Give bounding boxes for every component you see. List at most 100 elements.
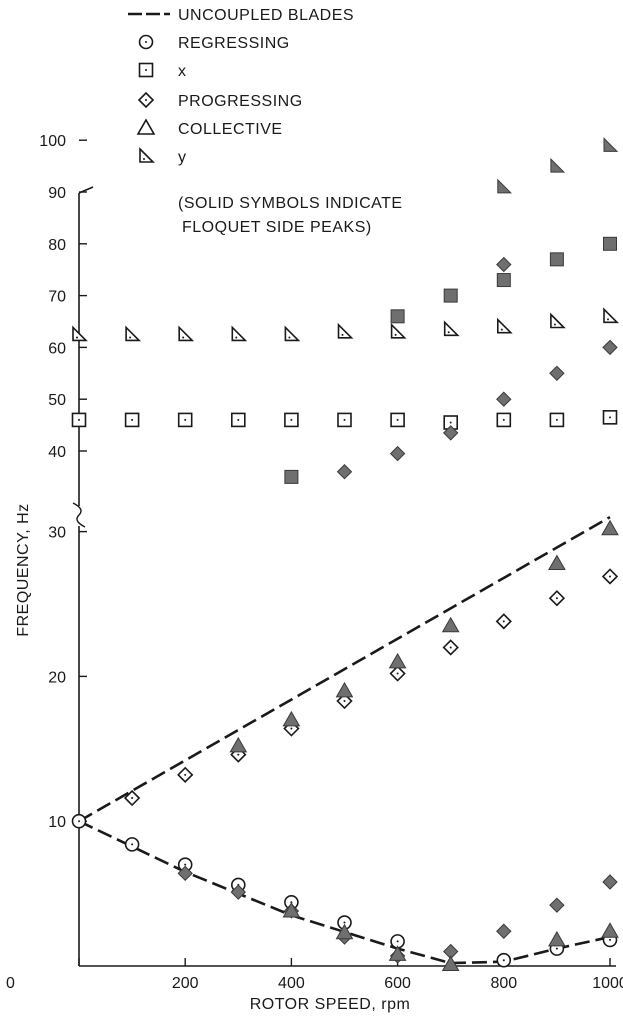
point-triangle-solid-500-2 (335, 681, 354, 698)
legend-note-line-0: (SOLID SYMBOLS INDICATE (178, 195, 403, 212)
x-tick-label-0: 0 (6, 975, 15, 992)
point-square-open-100-1-dot (131, 418, 134, 421)
point-circle-open-200-2-dot (184, 863, 187, 866)
point-square-solid-700-2 (443, 288, 458, 303)
point-right-triangle-open-1000-10 (603, 307, 619, 324)
legend-note: (SOLID SYMBOLS INDICATE FLOQUET SIDE PEAK… (178, 195, 403, 236)
point-triangle-solid-900-5 (548, 554, 566, 570)
y-tick-label-20: 20 (48, 669, 66, 686)
point-square-open-700-7-dot (449, 421, 452, 424)
point-circle-open-900-8-dot (555, 947, 558, 950)
legend-label-0: UNCOUPLED BLADES (178, 7, 354, 24)
point-diamond-open-200-1-dot (184, 773, 187, 776)
legend-note-line-1: FLOQUET SIDE PEAKS) (182, 219, 372, 236)
legend-label-4: COLLECTIVE (178, 121, 283, 138)
point-square-open-1000-10-dot (609, 416, 611, 419)
axes (72, 139, 616, 967)
y-tick-label-40: 40 (48, 444, 66, 461)
y-tick-label-50: 50 (48, 392, 66, 409)
point-right-triangle-open-800-8 (496, 317, 513, 334)
point-diamond-solid-200-0 (177, 865, 193, 882)
point-triangle-solid-400-1 (282, 710, 301, 727)
point-diamond-solid-800-13 (496, 256, 512, 273)
point-square-open-900-9-dot (555, 418, 558, 421)
point-right-triangle-open-600-6-dot (394, 333, 397, 336)
point-diamond-open-800-7-dot (502, 620, 505, 623)
point-diamond-open-300-2-dot (237, 753, 240, 756)
point-triangle-solid-700-4 (441, 616, 460, 633)
point-diamond-solid-500-9 (336, 464, 353, 480)
point-diamond-solid-1000-15 (602, 339, 618, 356)
point-triangle-solid-900-11 (548, 930, 566, 947)
point-right-triangle-open-400-4 (284, 325, 301, 342)
point-diamond-solid-1000-8 (602, 874, 618, 890)
point-diamond-open-1000-9-dot (609, 575, 611, 578)
legend-symbol-diamond-dot (145, 99, 147, 101)
point-square-solid-1000-5 (603, 236, 617, 251)
point-square-open-0-0-dot (78, 418, 80, 421)
point-square-open-800-8-dot (502, 418, 505, 421)
point-circle-open-600-6-dot (396, 940, 399, 943)
point-diamond-solid-600-10 (389, 445, 406, 462)
legend-label-2: x (178, 63, 187, 80)
point-right-triangle-open-200-2-dot (182, 336, 185, 339)
point-diamond-open-500-4-dot (343, 700, 346, 703)
uncoupled-blades-lines (78, 515, 611, 965)
point-triangle-solid-700-10 (441, 955, 460, 972)
point-diamond-solid-900-7 (549, 897, 565, 913)
point-square-solid-900-4 (549, 252, 564, 267)
point-diamond-solid-900-14 (549, 365, 565, 382)
data-points (71, 137, 619, 972)
point-triangle-solid-1000-12 (601, 922, 619, 938)
point-diamond-solid-800-12 (496, 391, 512, 407)
x-tick-label-1000: 1000 (592, 975, 623, 992)
point-diamond-open-900-8-dot (555, 597, 558, 600)
point-triangle-solid-300-0 (229, 736, 248, 753)
point-square-open-300-3-dot (237, 418, 240, 421)
point-triangle-solid-600-3 (388, 652, 407, 669)
point-right-triangle-open-700-7-dot (447, 331, 450, 334)
point-right-triangle-solid-800-0 (497, 178, 513, 194)
point-right-triangle-open-100-1-dot (129, 336, 132, 339)
legend-symbol-triangle (136, 118, 156, 135)
point-right-triangle-open-800-8-dot (500, 328, 503, 331)
uncoupled-blades-line-upper (78, 515, 611, 823)
y-tick-label-30: 30 (48, 525, 66, 542)
point-right-triangle-open-600-6 (390, 322, 407, 339)
y-tick-label-90: 90 (48, 185, 66, 202)
y-tick-label-70: 70 (48, 289, 66, 306)
point-right-triangle-open-200-2 (178, 325, 195, 342)
y-tick-label-10: 10 (48, 814, 66, 831)
point-square-solid-800-3 (496, 273, 511, 288)
point-right-triangle-open-0-0-dot (76, 336, 78, 339)
x-tick-label-800: 800 (490, 975, 517, 992)
point-diamond-open-100-0-dot (131, 797, 134, 800)
point-square-open-500-5-dot (343, 418, 346, 421)
point-triangle-solid-600-9 (388, 945, 407, 961)
x-axis-label: ROTOR SPEED, rpm (250, 996, 411, 1013)
point-triangle-solid-400-7 (282, 901, 301, 918)
point-right-triangle-open-900-9 (550, 312, 566, 329)
legend-symbol-right-triangle-dot (143, 158, 145, 160)
point-circle-open-800-7-dot (502, 959, 505, 962)
x-tick-label-400: 400 (278, 975, 305, 992)
y-axis-label: FREQUENCY, Hz (15, 503, 32, 636)
x-tick-label-200: 200 (172, 975, 199, 992)
point-right-triangle-open-700-7 (443, 320, 460, 337)
y-tick-label-80: 80 (48, 237, 66, 254)
legend-symbol-right-triangle (139, 147, 155, 163)
y-tick-label-60: 60 (48, 340, 66, 357)
point-right-triangle-open-100-1 (125, 325, 142, 342)
point-diamond-solid-800-6 (496, 923, 512, 939)
axis-break-mark (72, 502, 86, 528)
legend-symbol-square-dot (145, 69, 147, 71)
point-triangle-solid-500-8 (335, 923, 354, 940)
point-right-triangle-solid-900-1 (550, 157, 566, 173)
point-diamond-open-600-5-dot (396, 672, 399, 675)
uncoupled-blades-line-lower (78, 820, 611, 965)
point-circle-open-500-5-dot (343, 921, 346, 924)
legend: UNCOUPLED BLADES REGRESSING x PROGRESSING CO… (128, 7, 354, 166)
point-circle-open-1000-9-dot (609, 938, 611, 941)
point-diamond-solid-300-1 (230, 884, 247, 900)
point-diamond-open-400-3-dot (290, 727, 293, 730)
